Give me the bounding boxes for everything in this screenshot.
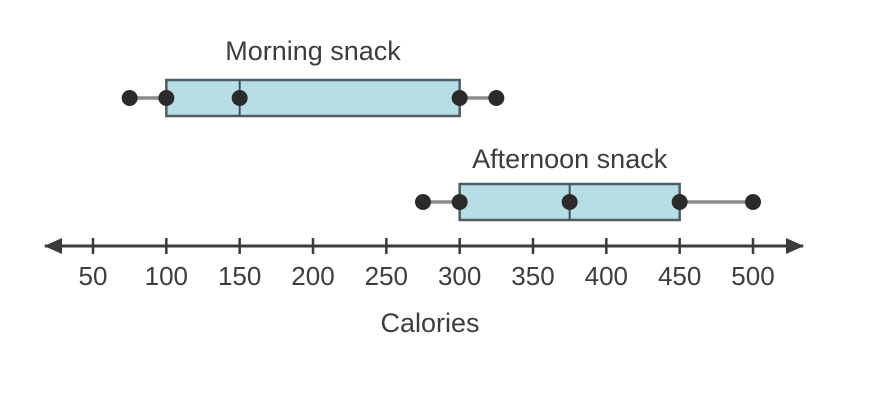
series-layer: Morning snack Afternoon snack	[121, 36, 761, 222]
tick-label: 400	[585, 261, 628, 291]
boxplot-afternoon-snack: Afternoon snack	[415, 144, 761, 222]
median-dot	[561, 194, 578, 210]
x-axis-label: Calories	[380, 308, 479, 338]
boxplot-morning-snack: Morning snack	[121, 36, 505, 118]
q1-dot	[451, 194, 468, 210]
max-dot	[745, 194, 761, 210]
axis-arrow-left	[44, 238, 62, 254]
min-dot	[121, 90, 138, 106]
series-title: Afternoon snack	[472, 144, 668, 174]
median-dot	[231, 90, 248, 106]
tick-label: 200	[291, 261, 334, 291]
tick-label: 350	[511, 261, 554, 291]
tick-label: 150	[218, 261, 261, 291]
tick-label: 50	[79, 261, 108, 291]
iqr-box	[165, 78, 461, 118]
x-axis: 50 100 150 200 250 300 350 400 450 500	[44, 238, 804, 291]
min-dot	[415, 194, 431, 210]
q3-dot	[451, 90, 468, 106]
q3-dot	[671, 194, 688, 210]
q1-dot	[158, 90, 175, 106]
axis-arrow-right	[786, 238, 804, 254]
tick-label: 250	[365, 261, 408, 291]
tick-label: 450	[658, 261, 701, 291]
tick-label: 500	[731, 261, 774, 291]
tick-label: 100	[145, 261, 188, 291]
max-dot	[488, 90, 505, 106]
series-title: Morning snack	[225, 36, 401, 66]
tick-label: 300	[438, 261, 481, 291]
